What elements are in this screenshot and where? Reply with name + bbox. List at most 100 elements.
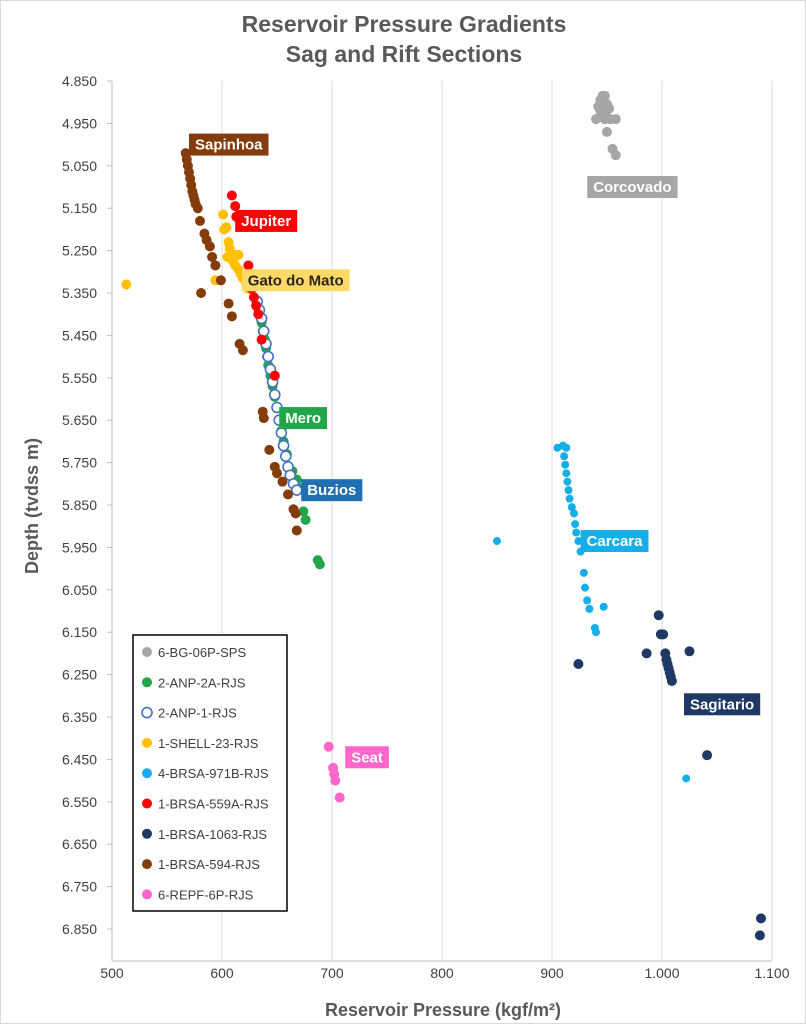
annotation-label: Buzios [301, 479, 363, 502]
legend-item: 1-BRSA-1063-RJS [142, 827, 267, 842]
legend-marker [141, 706, 153, 719]
data-point [572, 528, 581, 537]
annotation-label: Carcara [580, 530, 649, 553]
annotation-label: Corcovado [587, 176, 678, 198]
data-point [277, 439, 290, 452]
data-point [243, 260, 254, 271]
annotation-text: Gato do Mato [248, 272, 344, 289]
annotation-text: Seat [351, 749, 383, 766]
data-point [290, 484, 303, 496]
data-point [658, 629, 669, 640]
y-tick-label: 6.550 [62, 794, 97, 810]
annotation-label: Gato do Mato [241, 269, 350, 292]
data-point [223, 298, 234, 309]
annotation-text: Sapinhoa [195, 137, 263, 154]
data-point [248, 292, 259, 303]
annotation-box [189, 133, 269, 156]
data-point [298, 506, 309, 517]
data-point [323, 741, 334, 752]
data-point [579, 568, 588, 577]
data-point [563, 477, 572, 486]
data-point [595, 112, 606, 123]
data-point [300, 514, 311, 525]
legend-marker [142, 889, 152, 900]
y-tick-label: 6.850 [62, 921, 97, 937]
legend-item: 2-ANP-1-RJS [141, 706, 237, 721]
data-point [684, 646, 695, 657]
data-point [585, 604, 594, 613]
legend-item: 1-SHELL-23-RJS [142, 736, 259, 751]
y-tick-label: 5.850 [62, 497, 97, 513]
data-point [653, 610, 664, 621]
axes [111, 81, 772, 962]
annotation-box [279, 407, 328, 430]
data-point [262, 350, 275, 363]
annotation-text: Buzios [307, 482, 356, 499]
legend-item: 6-BG-06P-SPS [142, 645, 246, 660]
data-point [291, 525, 302, 536]
legend-marker [142, 737, 152, 748]
data-point [218, 209, 229, 220]
data-point [279, 450, 292, 463]
tick-labels: 500 600 700 800 900 1.000 1.100 4.850 4.950 5.050… [62, 73, 790, 981]
y-tick-label: 5.550 [62, 370, 97, 386]
y-tick-label: 6.250 [62, 667, 97, 683]
x-tick-label: 800 [430, 965, 454, 981]
data-point [756, 913, 766, 924]
data-point [195, 215, 205, 226]
y-tick-label: 5.450 [62, 327, 97, 343]
data-point [264, 444, 275, 455]
data-point [583, 596, 592, 605]
x-axis-title: Reservoir Pressure (kgf/m²) [325, 1000, 561, 1020]
data-point [230, 201, 241, 212]
y-tick-label: 4.850 [62, 73, 97, 89]
y-tick-label: 5.950 [62, 539, 97, 555]
annotation-box [580, 530, 649, 553]
data-point [682, 774, 691, 783]
data-point [754, 930, 765, 941]
y-tick-label: 6.650 [62, 836, 97, 852]
legend-label: 1-BRSA-594-RJS [158, 857, 260, 872]
data-point [251, 300, 262, 311]
data-point [602, 126, 612, 137]
x-tick-label: 700 [320, 965, 344, 981]
data-point [314, 559, 325, 570]
annotation-box [241, 269, 350, 292]
annotation-label: Mero [279, 407, 328, 430]
legend-marker [142, 768, 152, 779]
data-point [561, 460, 570, 469]
data-point [702, 750, 713, 761]
y-tick-label: 5.350 [62, 285, 97, 301]
chart-title-line: Sag and Rift Sections [286, 41, 522, 67]
legend-marker [142, 677, 152, 688]
annotation-text: Jupiter [241, 213, 291, 230]
y-tick-label: 5.750 [62, 455, 97, 471]
y-tick-label: 6.450 [62, 751, 97, 767]
y-tick-label: 6.050 [62, 582, 97, 598]
annotation-label: Sapinhoa [189, 133, 269, 156]
annotation-box [587, 176, 678, 198]
data-point [258, 413, 269, 424]
data-point [574, 537, 583, 546]
data-point [210, 260, 221, 271]
data-point [565, 494, 574, 503]
legend-item: 2-ANP-2A-RJS [142, 675, 246, 690]
data-point [562, 469, 571, 478]
legend-label: 6-BG-06P-SPS [158, 645, 246, 660]
legend: 6-BG-06P-SPS 2-ANP-2A-RJS 2-ANP-1-RJS 1-SHE… [132, 634, 288, 912]
data-point [222, 251, 233, 262]
legend-label: 1-BRSA-559A-RJS [158, 797, 269, 812]
legend-marker [142, 798, 152, 809]
data-point [570, 509, 578, 518]
legend-item: 4-BRSA-971B-RJS [142, 766, 269, 781]
annotation-text: Sagitario [690, 696, 754, 713]
data-point [219, 224, 230, 235]
data-point [256, 334, 267, 345]
data-point [257, 325, 270, 337]
data-point [204, 241, 215, 252]
data-point [268, 388, 281, 401]
legend-marker [142, 859, 152, 870]
data-point [610, 150, 621, 161]
legend-marker [142, 647, 152, 657]
